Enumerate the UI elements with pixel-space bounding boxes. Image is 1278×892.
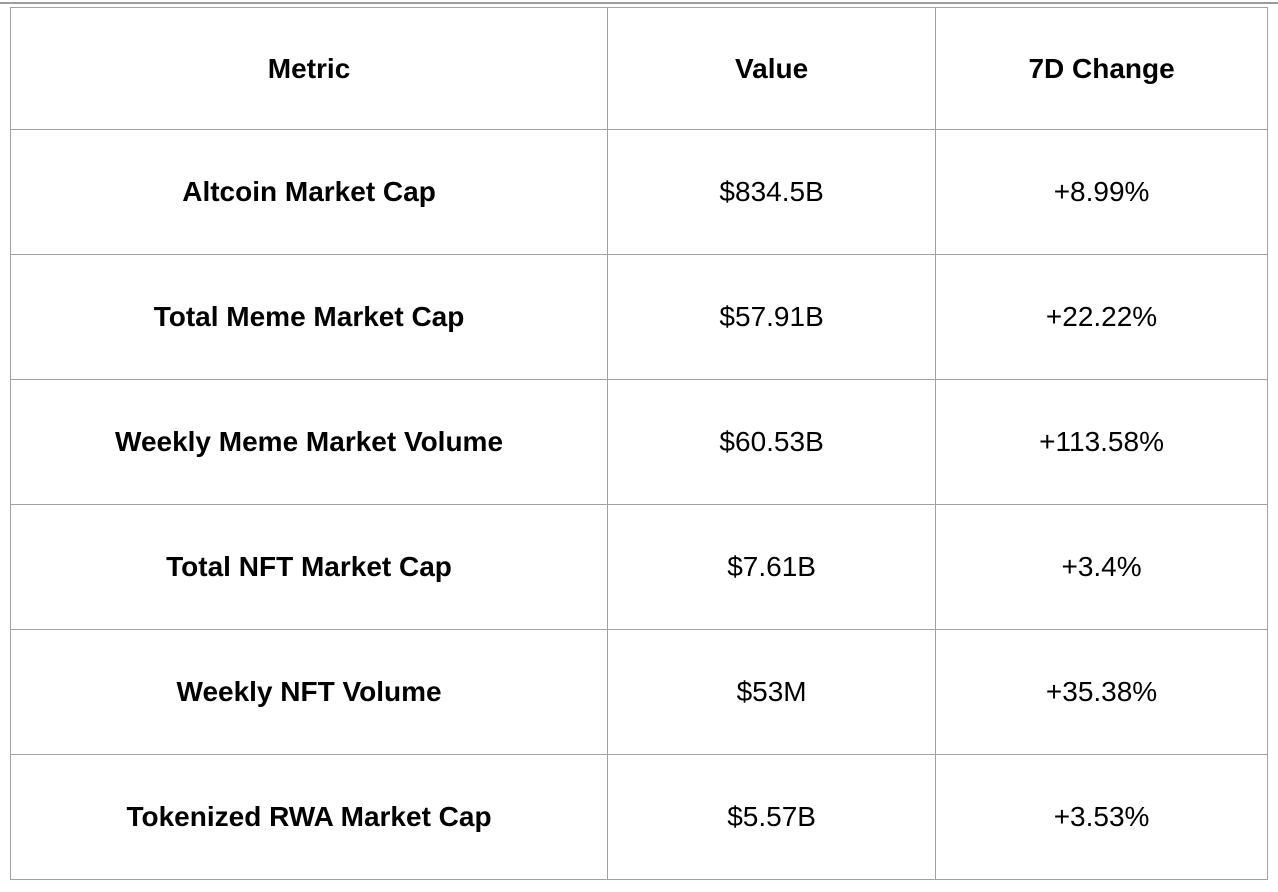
- metric-label: Total Meme Market Cap: [9, 254, 609, 380]
- metric-label: Weekly Meme Market Volume: [9, 379, 609, 505]
- metric-change: +113.58%: [935, 379, 1268, 505]
- metric-label: Weekly NFT Volume: [9, 629, 609, 755]
- metric-value: $7.61B: [607, 504, 937, 630]
- metric-change: +22.22%: [935, 254, 1268, 380]
- metric-label: Total NFT Market Cap: [9, 504, 609, 630]
- metric-value: $53M: [607, 629, 937, 755]
- header-row: Metric Value 7D Change: [9, 7, 1268, 130]
- metric-value: $834.5B: [607, 129, 937, 255]
- column-header-metric: Metric: [9, 7, 609, 130]
- table-row: Weekly NFT Volume $53M +35.38%: [9, 629, 1268, 755]
- table-row: Total Meme Market Cap $57.91B +22.22%: [9, 254, 1268, 380]
- metric-change: +8.99%: [935, 129, 1268, 255]
- table-row: Tokenized RWA Market Cap $5.57B +3.53%: [9, 754, 1268, 880]
- metric-value: $60.53B: [607, 379, 937, 505]
- metric-change: +3.53%: [935, 754, 1268, 880]
- metric-change: +35.38%: [935, 629, 1268, 755]
- table-row: Weekly Meme Market Volume $60.53B +113.5…: [9, 379, 1268, 505]
- metric-value: $5.57B: [607, 754, 937, 880]
- column-header-value: Value: [607, 7, 937, 130]
- table-body: Altcoin Market Cap $834.5B +8.99% Total …: [9, 129, 1268, 880]
- metric-value: $57.91B: [607, 254, 937, 380]
- metric-change: +3.4%: [935, 504, 1268, 630]
- column-header-7d-change: 7D Change: [935, 7, 1268, 130]
- table-row: Total NFT Market Cap $7.61B +3.4%: [9, 504, 1268, 630]
- table-header: Metric Value 7D Change: [9, 7, 1268, 130]
- table-row: Altcoin Market Cap $834.5B +8.99%: [9, 129, 1268, 255]
- metric-label: Altcoin Market Cap: [9, 129, 609, 255]
- crypto-metrics-table: Metric Value 7D Change Altcoin Market Ca…: [9, 7, 1268, 880]
- top-divider-rule: [0, 2, 1278, 4]
- metric-label: Tokenized RWA Market Cap: [9, 754, 609, 880]
